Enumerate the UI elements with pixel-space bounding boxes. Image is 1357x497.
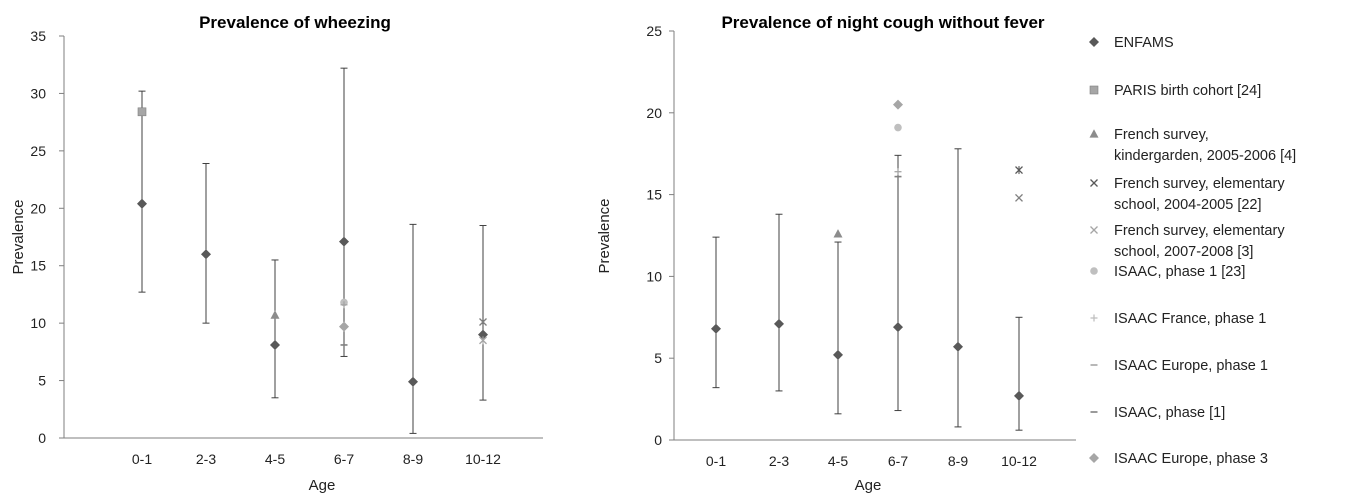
series-enfams-point	[136, 198, 148, 209]
x-tick-label: 10-12	[465, 451, 501, 467]
series-paris-birth-cohort-24-point	[137, 107, 147, 117]
x-tick-label: 10-12	[1001, 453, 1037, 469]
legend-item-label: ISAAC, phase [1]	[1114, 405, 1225, 421]
y-tick-label: 35	[30, 28, 46, 44]
legend-marker	[1089, 129, 1099, 138]
legend-marker	[1089, 85, 1099, 95]
legend-item-label: ISAAC France, phase 1	[1114, 311, 1266, 327]
x-axis-label: Age	[309, 477, 336, 494]
series-enfams-point	[200, 249, 212, 260]
legend-marker	[1090, 226, 1098, 234]
legend-item-label: French survey, elementary	[1114, 223, 1285, 239]
series-enfams-point	[832, 349, 844, 360]
y-tick-label: 5	[38, 373, 46, 389]
y-tick-label: 0	[38, 430, 46, 446]
x-tick-label: 4-5	[828, 453, 848, 469]
legend: ENFAMS PARIS birth cohort [24] French surv…	[1088, 35, 1296, 467]
chart-title: Prevalence of night cough without fever	[721, 13, 1044, 32]
series-french-survey-kindergarden-2005-2006-4-point	[833, 229, 843, 238]
series-isaac-phase-1-23-point	[894, 123, 902, 132]
x-tick-label: 2-3	[196, 451, 216, 467]
legend-item-label: French survey,	[1114, 127, 1209, 143]
series-french-survey-elementary-school-2007-2008-3-point	[479, 336, 487, 345]
y-axis-label: Prevalence	[10, 199, 27, 274]
series-enfams-point	[407, 376, 419, 387]
legend-marker	[1090, 314, 1098, 322]
x-tick-label: 2-3	[769, 453, 789, 469]
y-tick-label: 15	[30, 258, 46, 274]
legend-marker	[1090, 179, 1098, 187]
y-tick-label: 25	[646, 23, 662, 39]
x-tick-label: 0-1	[706, 453, 726, 469]
legend-item-label: school, 2004-2005 [22]	[1114, 197, 1262, 213]
chart-title: Prevalence of wheezing	[199, 13, 391, 32]
series-enfams-point	[710, 323, 722, 334]
x-tick-label: 4-5	[265, 451, 285, 467]
series-french-survey-elementary-school-2004-2005-22-point	[1015, 193, 1023, 202]
series-enfams-point	[773, 318, 785, 329]
series-enfams-point	[1013, 390, 1025, 401]
y-tick-label: 20	[646, 105, 662, 121]
series-french-survey-elementary-school-2007-2008-3-point	[1015, 166, 1023, 175]
legend-marker	[1088, 36, 1100, 48]
x-tick-label: 6-7	[888, 453, 908, 469]
y-tick-label: 30	[30, 85, 46, 101]
y-tick-label: 10	[646, 268, 662, 284]
x-axis-label: Age	[855, 477, 882, 494]
series-french-survey-elementary-school-2004-2005-22-point	[479, 318, 487, 326]
legend-item-label: ENFAMS	[1114, 35, 1174, 51]
series-french-survey-elementary-school-2004-2005-22-point-stroke	[1015, 193, 1023, 202]
legend-item-label: French survey, elementary	[1114, 176, 1285, 192]
chart-wheezing: Prevalence of wheezing Age Prevalence 0 5…	[10, 13, 543, 494]
x-tick-label: 8-9	[948, 453, 968, 469]
series-enfams-point	[338, 236, 350, 247]
series-enfams-point	[269, 339, 281, 350]
x-tick-label: 8-9	[403, 451, 423, 467]
legend-marker	[1090, 267, 1098, 275]
series-enfams-point	[952, 341, 964, 352]
legend-marker-stroke	[1090, 226, 1098, 234]
chart-night-cough: Prevalence of night cough without fever …	[596, 13, 1076, 494]
legend-item-label: ISAAC, phase 1 [23]	[1114, 264, 1245, 280]
legend-item-label: PARIS birth cohort [24]	[1114, 83, 1261, 99]
y-axis-label: Prevalence	[596, 198, 613, 273]
series-isaac-europe-phase-3-point	[892, 99, 904, 110]
legend-item-label: kindergarden, 2005-2006 [4]	[1114, 148, 1296, 164]
y-tick-label: 0	[654, 432, 662, 448]
series-isaac-france-phase-1-point	[894, 168, 902, 176]
x-tick-label: 6-7	[334, 451, 354, 467]
series-isaac-europe-phase-3-point	[338, 321, 350, 332]
legend-item-label: school, 2007-2008 [3]	[1114, 244, 1253, 260]
series-french-survey-elementary-school-2004-2005-22-point-stroke	[479, 318, 487, 326]
y-tick-label: 20	[30, 200, 46, 216]
legend-marker	[1088, 452, 1100, 464]
legend-item-label: ISAAC Europe, phase 3	[1114, 451, 1268, 467]
y-tick-label: 25	[30, 143, 46, 159]
legend-item-label: ISAAC Europe, phase 1	[1114, 358, 1268, 374]
y-tick-label: 15	[646, 187, 662, 203]
series-french-survey-kindergarden-2005-2006-4-point	[270, 310, 280, 319]
y-tick-label: 5	[654, 350, 662, 366]
y-tick-label: 10	[30, 315, 46, 331]
series-isaac-france-phase-1-point	[340, 301, 348, 309]
x-tick-label: 0-1	[132, 451, 152, 467]
legend-marker-stroke	[1090, 179, 1098, 187]
series-enfams-point	[892, 322, 904, 333]
